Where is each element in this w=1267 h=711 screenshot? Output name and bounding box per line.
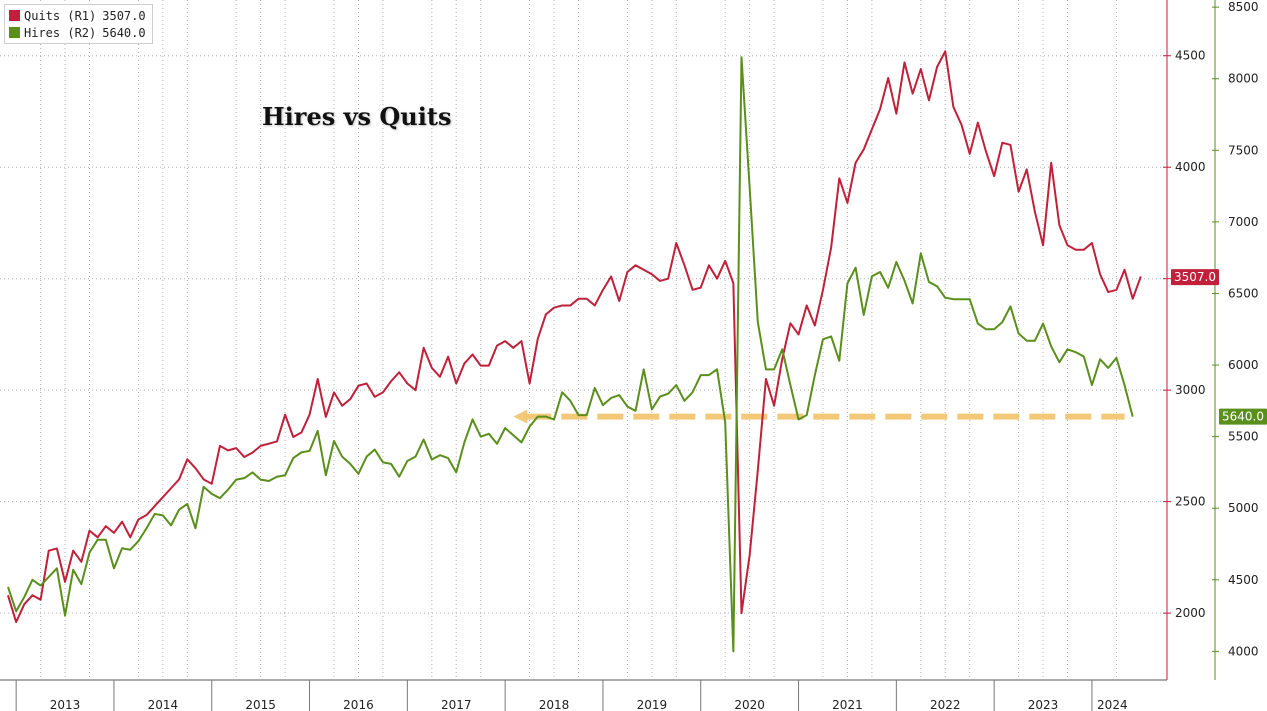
- legend-swatch-hires: [9, 27, 20, 38]
- r2-tick-label: 8500: [1228, 0, 1259, 14]
- quits-last-value-badge: 3507.0: [1171, 269, 1219, 286]
- r2-tick-label: 6500: [1228, 286, 1259, 300]
- series-line-quits: [7, 50, 1142, 624]
- legend-item-hires: Hires (R2) 5640.0: [9, 24, 146, 41]
- series-line-hires: [7, 56, 1134, 653]
- axes: [0, 0, 1216, 681]
- r1-tick-label: 4000: [1175, 160, 1206, 174]
- r1-tick-label: 2000: [1175, 606, 1206, 620]
- r2-tick-label: 8000: [1228, 72, 1259, 86]
- legend-item-quits: Quits (R1) 3507.0: [9, 7, 146, 24]
- legend-label-hires: Hires (R2): [24, 25, 97, 40]
- year-label: 2020: [734, 698, 765, 711]
- r2-tick-label: 4500: [1228, 573, 1259, 587]
- year-label: 2021: [832, 698, 863, 711]
- r1-ticks: 200025003000350040004500: [1163, 49, 1206, 620]
- year-label: 2019: [637, 698, 668, 711]
- year-label: 2013: [50, 698, 81, 711]
- r2-tick-label: 4000: [1228, 644, 1259, 658]
- r1-tick-label: 2500: [1175, 495, 1206, 509]
- quits-badge-bg: [1171, 269, 1219, 286]
- r1-tick-label: 4500: [1175, 49, 1206, 63]
- r2-tick-label: 5500: [1228, 430, 1259, 444]
- reference-arrow-head: [513, 409, 528, 424]
- year-label: 2015: [245, 698, 276, 711]
- year-label: 2016: [343, 698, 374, 711]
- year-label: 2014: [148, 698, 179, 711]
- legend: Quits (R1) 3507.0 Hires (R2) 5640.0: [4, 4, 153, 44]
- r2-tick-label: 7500: [1228, 143, 1259, 157]
- year-labels: 2013 2014 2015 2016 2017 2018 2019 2020 2021 2022…: [15, 680, 1128, 711]
- quits-badge-text: 3507.0: [1174, 270, 1216, 284]
- r2-ticks: 4000 4500 5000 5500 6000 6500 7000 7500 8000 8500: [1212, 0, 1259, 658]
- r1-tick-label: 3000: [1175, 383, 1206, 397]
- year-label: 2024: [1097, 698, 1128, 711]
- gridlines: [0, 0, 1167, 680]
- year-label: 2022: [930, 698, 961, 711]
- legend-swatch-quits: [9, 10, 20, 21]
- year-label: 2018: [539, 698, 570, 711]
- year-label: 2023: [1028, 698, 1059, 711]
- legend-value-quits: 3507.0: [102, 8, 146, 23]
- year-label: 2017: [441, 698, 472, 711]
- legend-label-quits: Quits (R1): [24, 8, 97, 23]
- hires-badge-text: 5640.0: [1222, 410, 1264, 424]
- legend-value-hires: 5640.0: [102, 25, 146, 40]
- hires-badge-bg: [1219, 408, 1267, 425]
- hires-last-value-badge: 5640.0: [1219, 408, 1267, 425]
- r2-tick-label: 5000: [1228, 501, 1259, 515]
- r2-tick-label: 7000: [1228, 215, 1259, 229]
- chart-title: Hires vs Quits: [262, 102, 452, 131]
- r2-tick-label: 6000: [1228, 358, 1259, 372]
